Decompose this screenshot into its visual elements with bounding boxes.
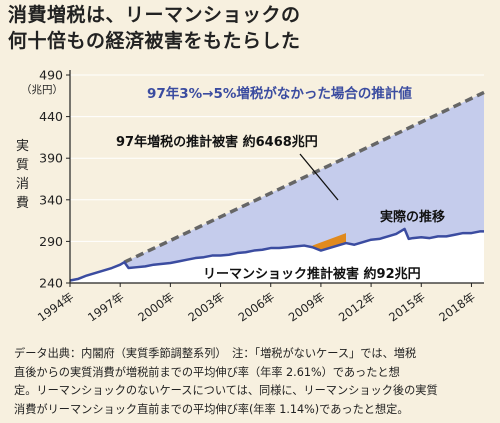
x-tick-label: 2000年 (135, 290, 176, 325)
title-line-2: 何十倍もの経済被害をもたらした (8, 30, 301, 52)
tax-damage-label: 97年増税の推計被害 約6468兆円 (116, 134, 318, 150)
x-tick-label: 2012年 (336, 290, 377, 325)
y-unit-label: （兆円） (21, 84, 63, 96)
y-tick-label: 440 (39, 109, 63, 124)
y-axis-label: 実質消費 (16, 138, 29, 211)
x-tick-label: 2003年 (185, 290, 226, 325)
x-tick-label: 2006年 (236, 290, 277, 325)
y-tick-label: 290 (39, 234, 63, 249)
y-tick-label: 490 (39, 68, 63, 83)
x-tick-label: 2018年 (436, 290, 477, 325)
footnote-line-3: 定。リーマンショックのないケースについては、同様に、リーマンショック後の実質 (14, 384, 438, 397)
x-tick-label: 2009年 (286, 290, 327, 325)
tax-hike-damage-area (124, 92, 484, 269)
chart-footnote: データ出典：内閣府（実質季節調整系列） 注：「増税がないケース」では、増税 直後… (14, 345, 490, 419)
chart-title: 消費増税は、リーマンショックの 何十倍もの経済被害をもたらした (8, 2, 301, 54)
footnote-line-1: データ出典：内閣府（実質季節調整系列） 注：「増税がないケース」では、増税 (14, 347, 417, 360)
x-tick-label: 1997年 (85, 290, 126, 325)
y-tick-label: 340 (39, 192, 63, 207)
actual-label: 実際の推移 (380, 209, 445, 225)
lehman-damage-area (312, 233, 346, 251)
no-tax-hike-label: 97年3%→5%増税がなかった場合の推計値 (147, 85, 412, 102)
x-tick-label: 1994年 (35, 290, 76, 325)
no-tax-hike-dashed-line (123, 90, 485, 264)
title-line-1: 消費増税は、リーマンショックの (8, 4, 301, 26)
actual-area-fill (70, 228, 484, 283)
lehman-damage-label: リーマンショック推計被害 約92兆円 (203, 266, 421, 282)
footnote-line-2: 直後からの実質消費が増税前までの平均伸び率（年率 2.61%）であったと想 (14, 365, 400, 379)
actual-consumption-line (69, 227, 484, 282)
footnote-line-4: 消費がリーマンショック直前までの平均伸び率(年率 1.14%)であったと想定。 (14, 402, 409, 416)
tax-damage-pointer (299, 153, 339, 201)
consumption-chart: 240 290 340 390 440 490（兆円） 実質消費 1994年 1997年 2000… (16, 68, 485, 325)
y-tick-label: 390 (39, 151, 63, 166)
x-tick-label: 2015年 (386, 290, 427, 325)
y-tick-label: 240 (39, 276, 63, 291)
